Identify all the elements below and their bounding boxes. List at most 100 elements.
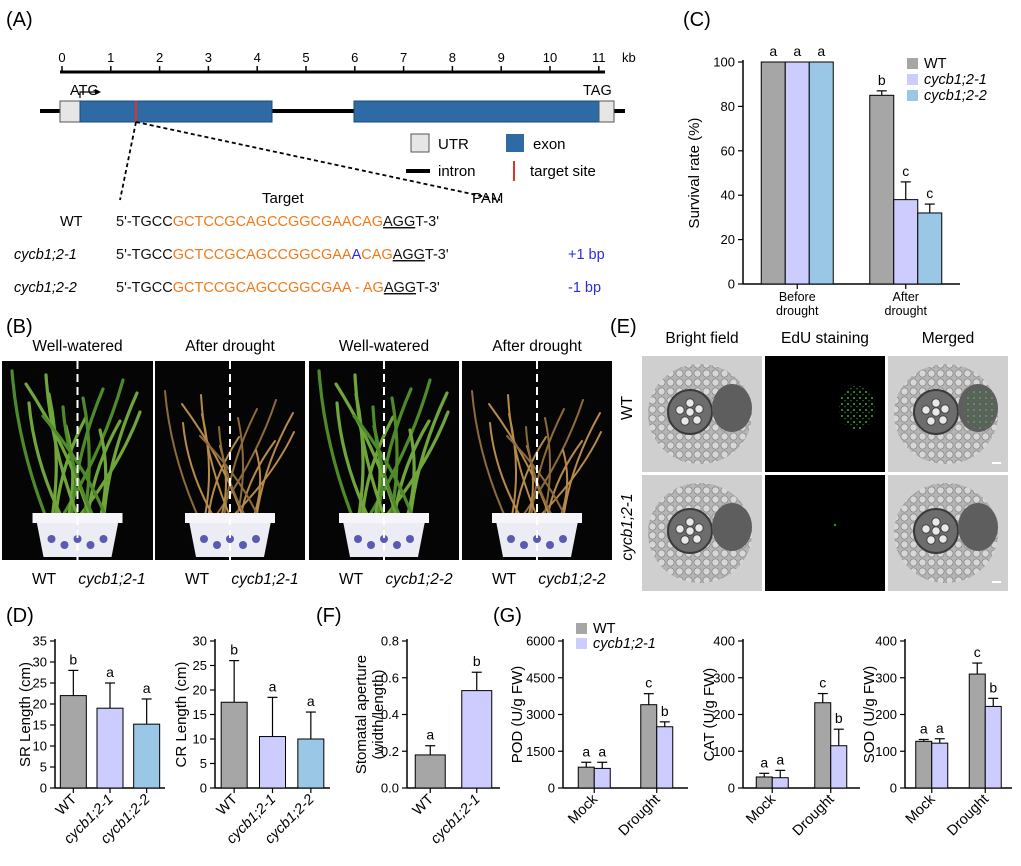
y-tick-label: 0.6 [381, 670, 399, 685]
plant-leaf [353, 373, 388, 523]
drought-photos: Well-watered WT cycb1;2-1 After drought WT cy… [2, 338, 612, 588]
micrograph [765, 356, 885, 472]
bar [640, 704, 658, 789]
y-axis-title: POD (U/g FW) [509, 666, 526, 764]
significance-letter: a [143, 680, 151, 696]
significance-letter: b [661, 703, 669, 719]
plant-leaf [562, 412, 601, 522]
significance-letter: a [793, 43, 801, 59]
sequence-pam: AGG [384, 280, 416, 296]
panel-label-g: (G) [493, 605, 522, 627]
plant-leaf [218, 426, 249, 522]
edu-signal [839, 386, 875, 430]
plant-leaf [101, 391, 139, 523]
significance-letter: a [760, 754, 768, 770]
xylem-vessel [675, 405, 685, 415]
scale-tick-label: 10 [543, 50, 557, 65]
sequence-text: 5'-TGCCGCTCCGCAGCCGGCGAA - AGAGGT-3' [116, 280, 440, 296]
scale-tick-label: 8 [449, 50, 456, 65]
plant-leaf [235, 417, 245, 522]
significance-letter: a [936, 720, 944, 736]
legend-label: cycb1;2-1 [593, 636, 656, 652]
xylem-vessel [940, 523, 950, 533]
utr-5prime [59, 100, 81, 123]
xylem-vessel [685, 398, 695, 408]
sequence-pam: AGG [393, 247, 425, 263]
legend-intron-label: intron [438, 163, 476, 180]
sequence-name: cycb1;2-2 [14, 280, 77, 296]
bar [220, 701, 248, 789]
edu-signal [833, 523, 837, 527]
significance-letter: b [69, 651, 77, 667]
scale-tick-label: 7 [400, 50, 407, 65]
y-tick-label: 30 [33, 655, 47, 670]
atg-label: ATG [70, 83, 99, 99]
micrograph-header: Bright field [665, 330, 738, 347]
genotype-label-wt: WT [32, 571, 57, 588]
significance-letter: c [926, 185, 933, 201]
scale-tick-label: 9 [498, 50, 505, 65]
y-tick-label: 300 [875, 670, 897, 685]
legend-label: WT [593, 621, 616, 637]
bar [133, 723, 161, 789]
y-tick-label: 300 [713, 670, 735, 685]
genotype-label-wt: WT [339, 571, 364, 588]
y-tick-label: 200 [713, 707, 735, 722]
sequence-indel-note: -1 bp [568, 280, 601, 296]
y-tick-label: 0.0 [381, 781, 399, 796]
y-tick-label: 30 [193, 634, 207, 649]
y-tick-label: 20 [33, 697, 47, 712]
plant-leaf [44, 373, 82, 523]
panel-label-b: (B) [6, 316, 33, 338]
plant-leaf [200, 394, 233, 522]
bar [893, 199, 919, 285]
significance-letter: a [769, 43, 777, 59]
exon-1 [79, 100, 273, 123]
plant-leaf [334, 382, 400, 523]
sequence-prefix: 5'-TGCC [116, 280, 173, 296]
start-arrow [79, 91, 97, 98]
lateral-root-primordium [712, 503, 752, 551]
start-arrow-head [95, 89, 101, 95]
x-tick-label: WT [53, 791, 80, 818]
plant-leaf [27, 401, 66, 523]
y-tick-label: 0.8 [381, 634, 399, 649]
y-tick-label: 100 [713, 55, 735, 70]
photo-header: After drought [185, 338, 275, 355]
sequence-prefix: 5'-TGCC [116, 214, 173, 230]
significance-letter: a [598, 743, 606, 759]
x-tick-label: Drought [790, 792, 838, 840]
y-axis-title: Survival rate (%) [686, 118, 703, 229]
y-tick-label: 100 [713, 744, 735, 759]
edu-staining-photos: Bright field EdU staining Merged WT cycb1;2-… [619, 330, 1008, 591]
plant-leaf [10, 369, 50, 523]
significance-letter: c [819, 675, 826, 691]
bar [760, 61, 786, 285]
photo-header: After drought [492, 338, 582, 355]
plant-leaf [360, 415, 395, 523]
x-tick-label: Mock [565, 791, 601, 827]
micrograph-row-label: WT [619, 395, 636, 420]
xylem-vessel [680, 535, 690, 545]
y-axis-title: Stomatal aperture [353, 655, 370, 774]
sequence-suffix: T-3' [425, 247, 449, 263]
y-tick-label: 80 [721, 99, 735, 114]
edu-background [765, 475, 885, 591]
significance-letter: b [473, 653, 481, 669]
y-tick-label: 400 [875, 634, 897, 649]
x-tick-label: Drought [944, 792, 992, 840]
y-tick-label: 25 [193, 658, 207, 673]
plant-leaf [255, 412, 294, 522]
scale-tick-label: 4 [254, 50, 261, 65]
genotype-label-wt: WT [492, 571, 517, 588]
bar [755, 776, 773, 789]
bar [869, 94, 895, 285]
plant-photo [309, 361, 459, 560]
legend-exon-swatch [506, 134, 524, 152]
plant-leaf [489, 422, 524, 522]
chart-pod: 0 1500 3000 4500 6000 POD (U/g FW) a a Mock cb Dro… [509, 621, 688, 839]
lateral-root-primordium [712, 384, 752, 432]
pot-decoration [99, 535, 108, 543]
